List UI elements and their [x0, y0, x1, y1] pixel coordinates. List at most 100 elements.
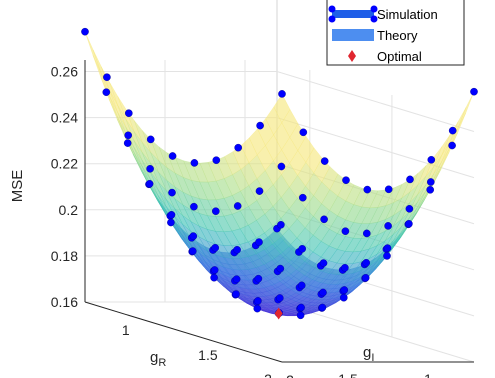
optimal-marker [274, 307, 283, 320]
simulation-point [102, 88, 111, 96]
simulation-point [190, 159, 199, 167]
simulation-point [190, 202, 198, 211]
simulation-point [362, 258, 371, 267]
gI-tick-label: 2 [286, 372, 294, 378]
simulation-point [298, 244, 307, 253]
simulation-point [363, 185, 372, 194]
simulation-point [299, 128, 308, 137]
simulation-point [384, 185, 393, 194]
z-gridline [85, 71, 475, 133]
simulation-point [383, 252, 391, 260]
simulation-point [233, 245, 241, 254]
simulation-point [320, 157, 329, 165]
simulation-point [297, 303, 305, 312]
simulation-point [210, 266, 219, 274]
simulation-point [234, 143, 242, 152]
simulation-point [448, 126, 457, 135]
z-tick-label: 0.22 [51, 156, 78, 172]
legend: Simulation Theory Optimal [326, 0, 465, 66]
simulation-point [384, 222, 392, 230]
simulation-point [342, 176, 350, 184]
simulation-point [470, 87, 478, 96]
axis-lines [84, 60, 474, 363]
simulation-point [383, 244, 392, 252]
simulation-point [211, 207, 220, 215]
z-tick-label: 0.26 [51, 64, 78, 80]
simulation-point [276, 264, 285, 273]
simulation-point [232, 275, 241, 284]
simulation-point [253, 304, 262, 313]
x-axis-label-base: g [150, 349, 158, 366]
simulation-point [297, 281, 306, 290]
legend-simulation-marker-right [370, 5, 378, 13]
gI-axis-line [84, 301, 283, 363]
y-axis-label-base: g [363, 344, 371, 361]
gI-tick-label: 1.5 [198, 347, 218, 363]
simulation-point [361, 273, 370, 282]
simulation-point [211, 243, 219, 252]
simulation-point [124, 131, 132, 140]
z-tick-label: 0.18 [51, 248, 78, 264]
simulation-point [405, 219, 413, 228]
y-axis-label-sub: I [371, 352, 374, 364]
simulation-point [189, 232, 198, 240]
simulation-point [275, 294, 284, 302]
simulation-point [188, 247, 197, 255]
simulation-point [146, 135, 155, 144]
simulation-point [277, 220, 285, 229]
simulation-point [168, 188, 176, 197]
simulation-point [254, 274, 263, 283]
z-tick-label: 0.16 [51, 294, 78, 310]
simulation-point [255, 187, 264, 195]
simulation-point [210, 273, 218, 282]
simulation-point [319, 288, 327, 297]
simulation-point [255, 238, 263, 246]
simulation-point [254, 297, 262, 305]
simulation-point [125, 109, 133, 117]
legend-simulation-marker-left [328, 5, 336, 13]
simulation-point [406, 175, 414, 184]
z-tick-label: 0.24 [51, 110, 78, 126]
simulation-point [232, 290, 240, 298]
simulation-point [320, 215, 328, 224]
simulation-point [278, 90, 286, 98]
simulation-point [212, 156, 221, 164]
z-axis-label: MSE [9, 170, 26, 203]
tick-labels: 0.16 0.18 0.2 0.22 0.24 0.26 2 1.5 1 1 1.5 2 [51, 64, 432, 378]
simulation-point [81, 27, 89, 36]
legend-simulation-marker-left2 [328, 15, 336, 23]
legend-theory-label: Theory [377, 28, 418, 43]
simulation-point [256, 121, 264, 130]
legend-simulation-marker-right2 [370, 15, 378, 23]
gR-tick-label: 2 [264, 371, 272, 378]
x-axis-label-sub: R [158, 357, 166, 369]
simulation-point [145, 179, 154, 188]
simulation-point [277, 162, 286, 171]
simulation-point [362, 229, 371, 238]
simulation-points [81, 27, 478, 320]
simulation-point [341, 227, 350, 235]
simulation-point [427, 155, 436, 164]
simulation-point [426, 178, 435, 186]
x-axis-label: gR [150, 349, 166, 369]
simulation-point [339, 293, 348, 302]
legend-optimal-label: Optimal [377, 49, 422, 64]
gR-tick-label: 1.5 [338, 371, 358, 378]
simulation-point [341, 263, 349, 272]
simulation-point [319, 259, 328, 267]
simulation-point [103, 73, 111, 81]
gR-tick-label: 1 [424, 371, 432, 378]
simulation-point [167, 210, 176, 219]
simulation-point [298, 193, 307, 202]
legend-theory-swatch [332, 29, 374, 41]
gI-tick-label: 1 [122, 322, 130, 338]
legend-optimal-marker [348, 50, 356, 62]
simulation-point [167, 218, 175, 227]
legend-simulation-label: Simulation [377, 7, 438, 22]
simulation-point [448, 141, 456, 150]
simulation-point [146, 164, 154, 173]
simulation-point [405, 204, 414, 213]
simulation-point [123, 139, 132, 147]
optimal-marker-group [274, 307, 283, 320]
